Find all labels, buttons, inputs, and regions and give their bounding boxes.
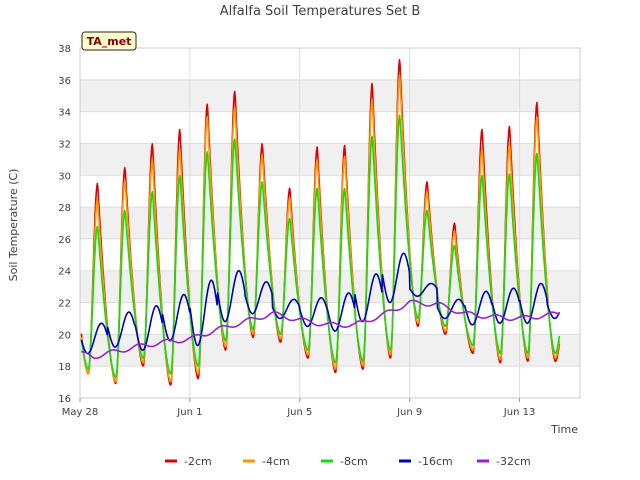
plot-frame: [79, 47, 581, 399]
badge-box: [81, 31, 137, 51]
y-tick-label: 32: [58, 139, 71, 150]
y-tick-label: 16: [58, 394, 71, 405]
legend-label: -4cm: [262, 455, 290, 468]
series-line-minus-16cm: [80, 252, 561, 355]
plot-band: [80, 143, 580, 176]
y-tick-label: 26: [58, 235, 71, 246]
legend-label: -2cm: [184, 455, 212, 468]
x-tick-label: Jun 13: [503, 407, 536, 418]
plot-band: [80, 79, 580, 112]
series-line-minus-32cm: [81, 299, 560, 360]
y-tick-label: 36: [58, 76, 71, 87]
legend-label: -32cm: [496, 455, 531, 468]
y-tick-label: 34: [58, 108, 71, 119]
x-tick-label: Jun 1: [176, 407, 202, 418]
y-axis-label: Soil Temperature (C): [7, 169, 20, 282]
y-tick-label: 28: [58, 203, 71, 214]
x-axis-ticks: May 28 Jun 1 Jun 5 Jun 9 Jun 13: [62, 398, 536, 418]
badge-label: TA_met: [87, 35, 132, 48]
plot-band: [80, 270, 580, 303]
y-tick-label: 30: [58, 171, 71, 182]
x-tick-label: May 28: [62, 407, 99, 418]
plot-band: [80, 207, 580, 239]
legend-label: -16cm: [418, 455, 453, 468]
series-line-minus-8cm: [80, 114, 561, 378]
x-tick-label: Jun 5: [286, 407, 312, 418]
ta-met-badge: TA_met: [81, 31, 137, 51]
x-axis-label: Time: [550, 423, 578, 436]
series-lines: [80, 59, 561, 386]
y-axis-ticks: 16 18 20 22 24 26 28 30 32 34 36 38: [58, 44, 71, 405]
x-tick-label: Jun 9: [396, 407, 422, 418]
y-tick-label: 18: [58, 362, 71, 373]
legend: -2cm -4cm -8cm -16cm -32cm: [165, 455, 531, 468]
chart-title: Alfalfa Soil Temperatures Set B: [220, 4, 421, 19]
y-tick-label: 22: [58, 299, 71, 310]
y-tick-label: 24: [58, 267, 71, 278]
y-tick-label: 20: [58, 330, 71, 341]
y-tick-label: 38: [58, 44, 71, 55]
legend-label: -8cm: [340, 455, 368, 468]
